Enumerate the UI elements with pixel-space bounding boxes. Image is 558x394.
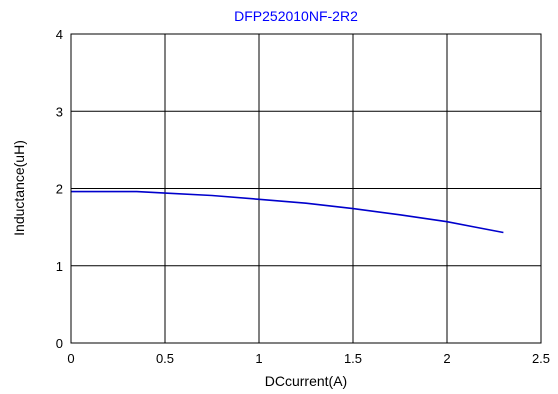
x-tick-label: 2 (443, 351, 450, 366)
grid (71, 34, 541, 343)
x-axis-label: DCcurrent(A) (265, 373, 347, 389)
y-axis-label: Inductance(uH) (11, 140, 27, 236)
y-tick-label: 4 (56, 27, 63, 42)
y-tick-label: 2 (56, 182, 63, 197)
series-line (71, 190, 504, 234)
x-tick-label: 0.5 (156, 351, 174, 366)
y-tick-label: 1 (56, 259, 63, 274)
x-tick-label: 1 (255, 351, 262, 366)
x-tick-label: 1.5 (344, 351, 362, 366)
chart-title: DFP252010NF-2R2 (234, 8, 358, 24)
tick-labels: 0 0.5 1 1.5 2 2.5 0 1 2 3 4 (56, 27, 550, 366)
x-tick-label: 0 (67, 351, 74, 366)
plot-frame (70, 33, 542, 344)
x-tick-label: 2.5 (532, 351, 550, 366)
y-tick-label: 0 (56, 336, 63, 351)
y-tick-label: 3 (56, 104, 63, 119)
series-layer (71, 190, 504, 234)
